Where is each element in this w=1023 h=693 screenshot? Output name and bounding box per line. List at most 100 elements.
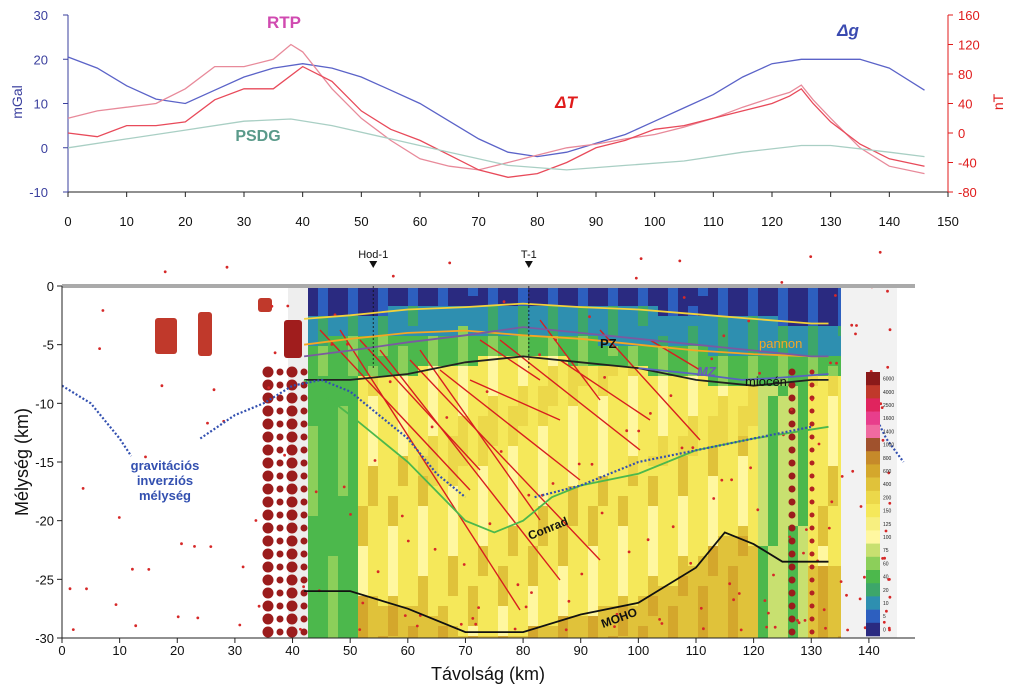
event-dot-small xyxy=(257,604,261,608)
section-cell xyxy=(388,456,399,467)
section-cell xyxy=(618,536,629,547)
event-dot xyxy=(262,496,274,508)
section-cell xyxy=(538,286,549,297)
section-cell xyxy=(408,636,419,638)
section-cell xyxy=(658,496,669,507)
section-cell xyxy=(338,516,349,527)
event-dot xyxy=(788,589,796,597)
section-cell xyxy=(548,356,559,367)
section-cell xyxy=(408,576,419,587)
section-cell xyxy=(698,616,709,627)
section-cell xyxy=(578,396,589,407)
section-cell xyxy=(668,616,679,627)
section-cell xyxy=(538,466,549,477)
colorbar-swatch xyxy=(866,622,880,637)
colorbar-tick-label: 40 xyxy=(883,575,889,581)
section-cell xyxy=(438,416,449,427)
section-cell xyxy=(458,296,469,307)
section-cell xyxy=(728,356,739,367)
section-cell xyxy=(818,446,829,457)
section-cell xyxy=(398,626,409,637)
event-dot-small xyxy=(749,466,752,470)
section-cell xyxy=(688,416,699,427)
right-tick-label: 0 xyxy=(958,126,965,141)
section-cell xyxy=(688,526,699,537)
section-cell xyxy=(718,636,729,638)
section-cell xyxy=(588,456,599,467)
section-cell xyxy=(558,446,569,457)
section-cell xyxy=(388,286,399,297)
section-cell xyxy=(418,316,429,327)
section-cell xyxy=(488,396,499,407)
section-cell xyxy=(348,376,359,387)
section-cell xyxy=(618,376,629,387)
section-cell xyxy=(708,316,719,327)
section-cell xyxy=(568,296,579,307)
section-cell xyxy=(638,306,649,317)
fault-line xyxy=(649,339,701,371)
section-cell xyxy=(408,326,419,337)
section-cell xyxy=(508,296,519,307)
section-cell xyxy=(588,526,599,537)
section-cell xyxy=(798,636,809,638)
section-cell xyxy=(468,476,479,487)
section-cell xyxy=(308,606,319,617)
section-cell xyxy=(558,426,569,437)
section-cell xyxy=(658,416,669,427)
section-cell xyxy=(468,566,479,577)
event-dot-small xyxy=(710,357,714,361)
section-cell xyxy=(578,596,589,607)
section-cell xyxy=(328,526,339,537)
section-cell xyxy=(348,396,359,407)
event-dot-small xyxy=(474,622,478,626)
top-x-tick-label: 50 xyxy=(354,214,368,229)
section-cell xyxy=(478,496,489,507)
section-cell xyxy=(778,616,789,627)
event-dot xyxy=(262,405,274,417)
section-cell xyxy=(468,506,479,517)
section-cell xyxy=(798,446,809,457)
section-cell xyxy=(738,356,749,367)
section-cell xyxy=(538,526,549,537)
section-cell xyxy=(568,406,579,417)
section-cell xyxy=(688,476,699,487)
section-cell xyxy=(838,416,841,427)
section-cell xyxy=(808,306,819,317)
section-cell xyxy=(398,306,409,317)
section-cell xyxy=(528,366,539,377)
section-cell xyxy=(568,396,579,407)
section-cell xyxy=(838,556,841,567)
section-cell xyxy=(768,486,779,497)
section-cell xyxy=(648,326,659,337)
section-cell xyxy=(368,456,379,467)
event-dot-small xyxy=(763,599,767,602)
section-cell xyxy=(568,436,579,447)
section-cell xyxy=(328,436,339,447)
section-cell xyxy=(778,446,789,457)
right-axis-label: nT xyxy=(990,93,1006,110)
section-cell xyxy=(578,516,589,527)
event-dot-small xyxy=(564,628,568,632)
event-dot-small xyxy=(805,528,808,531)
section-cell xyxy=(748,336,759,347)
section-cell xyxy=(728,536,739,547)
section-cell xyxy=(378,326,389,337)
event-dot-small xyxy=(773,625,777,629)
section-cell xyxy=(828,316,839,327)
section-cell xyxy=(798,386,809,397)
section-cell xyxy=(348,566,359,577)
event-dot xyxy=(286,379,298,391)
section-cell xyxy=(488,546,499,557)
section-cell xyxy=(718,516,729,527)
section-cell xyxy=(538,536,549,547)
section-cell xyxy=(668,546,679,557)
section-cell xyxy=(838,576,841,587)
section-cell xyxy=(788,306,799,317)
section-cell xyxy=(418,396,429,407)
section-cell xyxy=(708,336,719,347)
section-cell xyxy=(508,606,519,617)
section-cell xyxy=(618,296,629,307)
section-cell xyxy=(418,376,429,387)
section-cell xyxy=(768,526,779,537)
section-cell xyxy=(608,526,619,537)
